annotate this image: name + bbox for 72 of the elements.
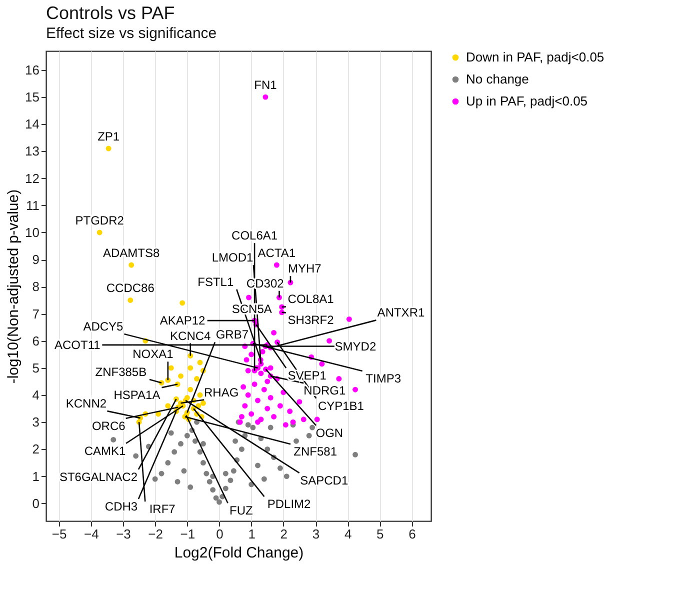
y-tick-label: 9 bbox=[32, 252, 40, 268]
annotation: FUZ bbox=[230, 504, 253, 518]
annotation: ZNF581 bbox=[294, 444, 338, 459]
annotation: SH3RF2 bbox=[288, 313, 334, 328]
annotation: RHAG bbox=[204, 385, 239, 400]
y-tick-label: 14 bbox=[25, 116, 40, 132]
x-tick-label: 6 bbox=[408, 526, 416, 542]
y-tick-label: 0 bbox=[32, 496, 40, 511]
x-tick-label: 2 bbox=[280, 526, 288, 542]
y-tick-label: 4 bbox=[32, 388, 40, 403]
y-tick-label: 3 bbox=[32, 414, 40, 430]
y-tick-label: 5 bbox=[32, 360, 40, 376]
annotation: NOXA1 bbox=[132, 347, 174, 362]
annotation: CYP1B1 bbox=[318, 398, 364, 413]
y-tick-label: 6 bbox=[32, 333, 40, 348]
annotation: CDH3 bbox=[104, 500, 138, 514]
x-tick-label: −4 bbox=[84, 526, 99, 542]
annotation: ST6GALNAC2 bbox=[59, 470, 138, 484]
y-tick-label: 1 bbox=[32, 468, 40, 484]
x-tick-label: 4 bbox=[344, 526, 352, 542]
y-tick-label: 10 bbox=[25, 225, 40, 240]
y-tick-label: 13 bbox=[25, 144, 40, 159]
x-tick-label: −2 bbox=[148, 526, 163, 542]
x-tick-label: 0 bbox=[216, 526, 224, 542]
x-tick-label: 1 bbox=[248, 526, 256, 542]
annotation: ACOT11 bbox=[54, 338, 101, 352]
y-axis-title: -log10(Non-adjusted p-value) bbox=[5, 189, 22, 384]
x-axis-title: Log2(Fold Change) bbox=[174, 544, 304, 562]
annotation: PDLIM2 bbox=[267, 497, 312, 512]
annotation: FN1 bbox=[254, 78, 278, 92]
x-tick-label: −1 bbox=[180, 526, 196, 542]
legend-label: No change bbox=[466, 72, 529, 86]
y-tick-label: 2 bbox=[32, 442, 40, 457]
annotation: AKAP12 bbox=[160, 314, 206, 328]
annotation: COL8A1 bbox=[288, 292, 334, 306]
annotation: ANTXR1 bbox=[377, 306, 425, 320]
y-tick-label: 16 bbox=[25, 62, 40, 78]
annotation: CCDC86 bbox=[106, 281, 155, 296]
y-tick-label: 11 bbox=[26, 198, 40, 213]
y-tick-label: 15 bbox=[25, 90, 40, 105]
annotation: KCNN2 bbox=[66, 396, 107, 411]
annotation: ZNF385B bbox=[95, 364, 147, 379]
annotation: HSPA1A bbox=[114, 388, 160, 402]
annotation: KCNC4 bbox=[170, 328, 212, 343]
chart-subtitle: Effect size vs significance bbox=[46, 25, 217, 42]
x-tick-label: 5 bbox=[376, 526, 384, 542]
chart-title: Controls vs PAF bbox=[46, 3, 175, 23]
x-tick-label: 3 bbox=[312, 526, 320, 542]
annotation: FSTL1 bbox=[198, 274, 234, 289]
annotation: OGN bbox=[316, 426, 344, 440]
annotation: MYH7 bbox=[288, 261, 322, 276]
annotation: ADAMTS8 bbox=[103, 246, 160, 260]
annotation: LMOD1 bbox=[212, 250, 254, 265]
annotation: ADCY5 bbox=[83, 320, 124, 334]
annotation: ZP1 bbox=[98, 130, 120, 144]
legend-label: Up in PAF, padj<0.05 bbox=[466, 94, 588, 108]
annotation: SMYD2 bbox=[334, 339, 376, 354]
annotation: CAMK1 bbox=[84, 444, 126, 458]
annotation: COL6A1 bbox=[232, 228, 278, 243]
annotation: TIMP3 bbox=[366, 372, 402, 386]
y-tick-label: 8 bbox=[32, 279, 40, 294]
annotation: ACTA1 bbox=[258, 246, 296, 260]
y-tick-label: 12 bbox=[25, 170, 40, 186]
legend-label: Down in PAF, padj<0.05 bbox=[466, 50, 604, 64]
annotation: GRB7 bbox=[216, 328, 249, 342]
y-tick-label: 7 bbox=[32, 306, 40, 322]
x-tick-label: −3 bbox=[116, 526, 131, 542]
annotation: SAPCD1 bbox=[300, 473, 348, 488]
annotation: IRF7 bbox=[149, 502, 176, 516]
x-tick-label: −5 bbox=[52, 526, 67, 542]
annotation: PTGDR2 bbox=[75, 214, 124, 228]
annotation: ORC6 bbox=[92, 418, 126, 433]
